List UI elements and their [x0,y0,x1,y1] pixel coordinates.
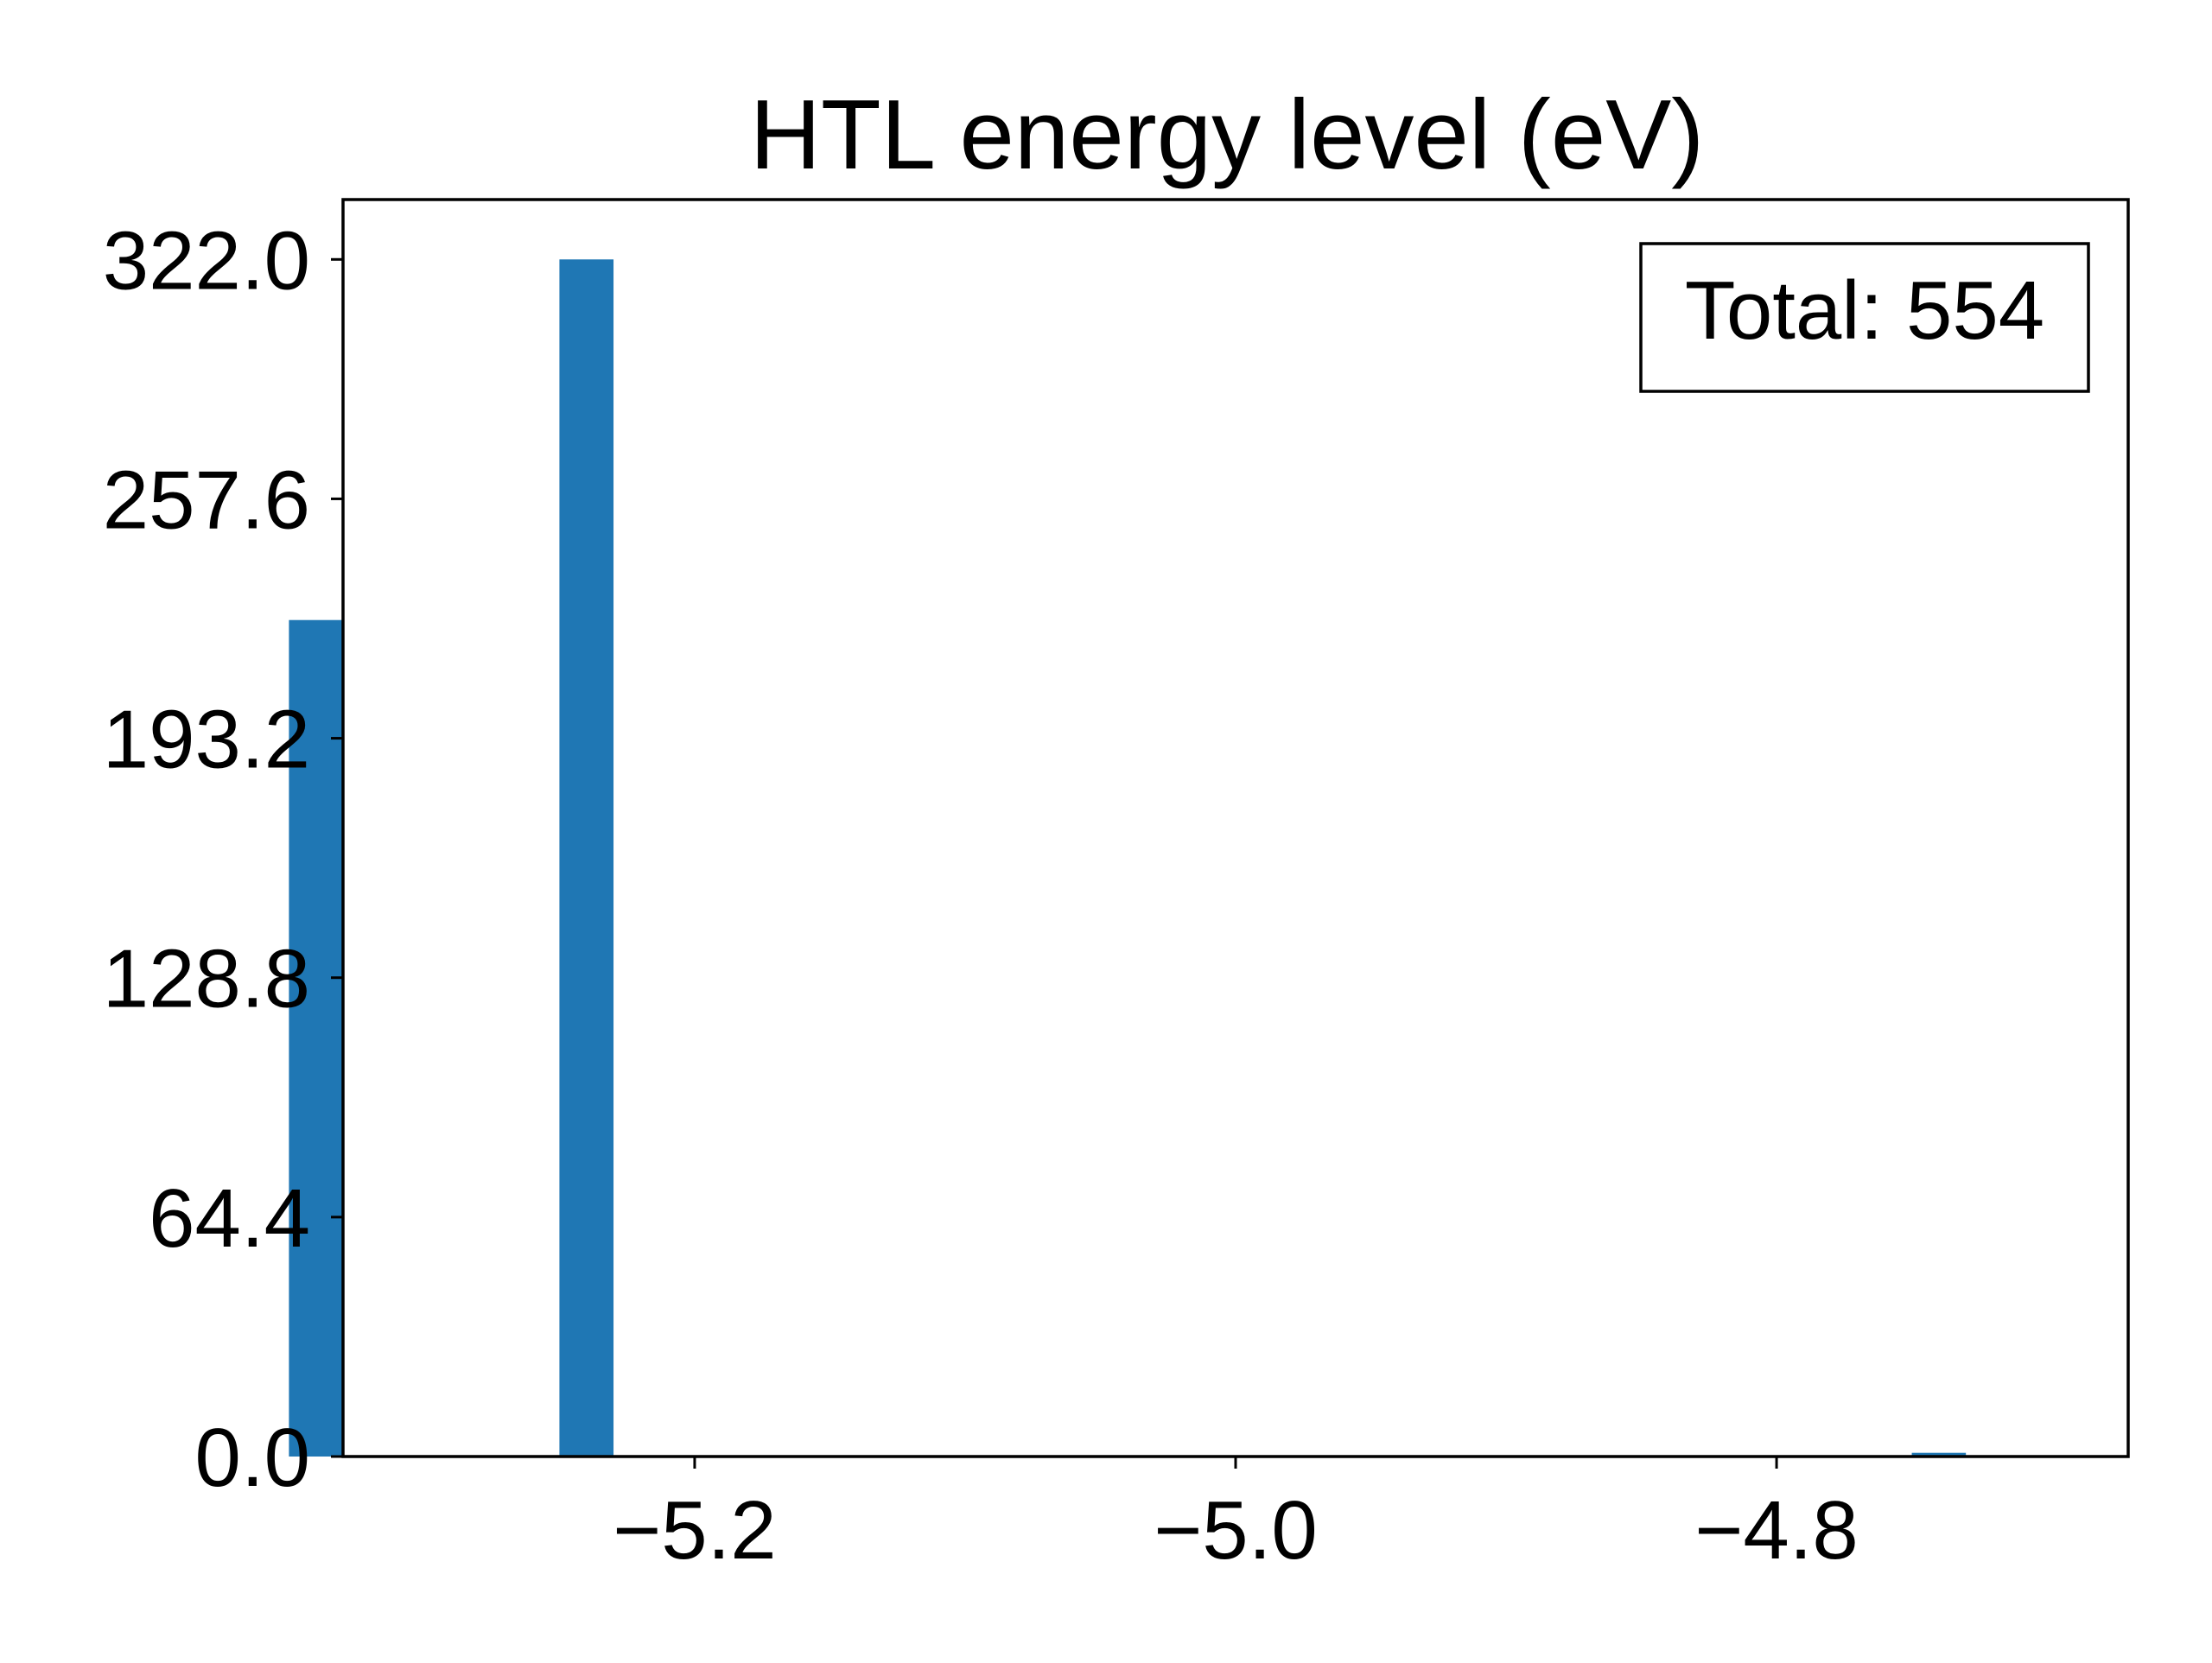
y-tick-label: 193.2 [103,694,310,786]
x-tick-label: −5.0 [1154,1484,1318,1577]
y-tick-label: 322.0 [103,214,310,307]
total-annotation: Total: 554 [1639,242,2090,393]
y-tick-label: 0.0 [195,1412,310,1504]
histogram-bar [289,619,343,1457]
x-axis-ticks: −5.2 −5.0 −4.8 [613,1457,1859,1577]
y-tick-label: 257.6 [103,454,310,546]
y-axis-ticks: 0.0 64.4 128.8 193.2 257.6 322.0 [103,214,343,1504]
histogram-bar [559,259,614,1457]
y-tick-label: 128.8 [103,933,310,1025]
x-tick-label: −4.8 [1694,1484,1859,1577]
annotation-box [1639,242,2090,393]
chart-title: HTL energy level (eV) [750,80,1705,190]
bars-layer [289,259,1967,1457]
histogram-bar [1911,1452,1967,1457]
x-tick-label: −5.2 [613,1484,777,1577]
y-tick-label: 64.4 [149,1172,310,1265]
annotation-label: Total: 554 [1685,264,2044,357]
